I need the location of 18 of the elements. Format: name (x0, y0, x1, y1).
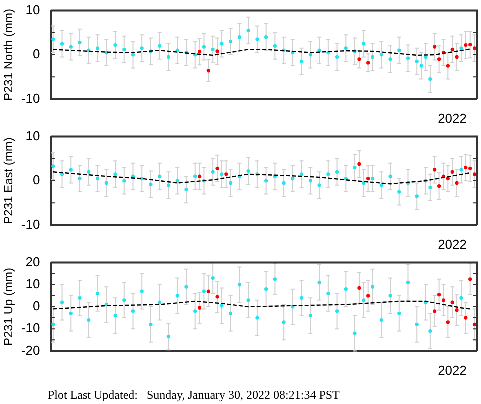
y-tick-label: 10 (26, 128, 40, 144)
y-tick-label: -20 (21, 342, 40, 358)
y-tick-label: 0 (32, 172, 40, 188)
text: 2022 (437, 363, 468, 378)
y-tick-label: 0 (32, 298, 40, 314)
text: 2022 (437, 237, 468, 252)
text: 2022 (437, 111, 468, 126)
y-tick-label: 0 (32, 46, 40, 62)
y-tick-label: -10 (21, 216, 40, 232)
y-tick-label: -10 (21, 320, 40, 336)
y-tick-label: 10 (26, 276, 40, 292)
y-tick-label: 10 (26, 2, 40, 18)
text: Plot Last Updated: Sunday, January 30, 2022 08:21:34 PST (47, 387, 341, 403)
y-tick-label: 20 (26, 254, 40, 270)
y-tick-label: -10 (21, 90, 40, 106)
y-axis-title: P231 East (mm) (2, 138, 16, 224)
y-axis-title: P231 Up (mm) (2, 268, 16, 346)
y-axis-title: P231 North (mm) (2, 8, 16, 102)
